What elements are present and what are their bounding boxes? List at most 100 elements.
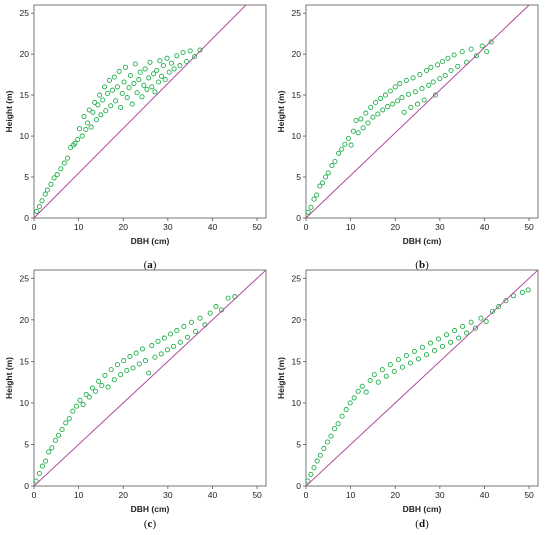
data-point xyxy=(503,298,509,304)
data-point xyxy=(317,452,323,458)
data-point xyxy=(355,388,361,394)
y-tick-label: 20 xyxy=(292,315,302,325)
x-axis-label: DBH (cm) xyxy=(131,236,170,246)
data-point xyxy=(455,63,461,69)
data-point xyxy=(397,81,403,87)
data-point xyxy=(92,99,98,106)
data-point xyxy=(36,470,42,477)
data-point xyxy=(111,377,117,383)
data-point xyxy=(488,39,494,45)
data-point xyxy=(428,64,434,70)
data-point xyxy=(114,84,120,90)
data-point xyxy=(177,339,183,345)
data-point xyxy=(339,146,345,152)
data-point xyxy=(430,79,436,85)
data-point xyxy=(158,351,164,357)
data-point xyxy=(483,318,489,325)
data-point xyxy=(97,92,103,98)
y-axis-label: Height (m) xyxy=(276,90,286,132)
data-point xyxy=(164,347,170,353)
data-point xyxy=(392,84,398,90)
data-point xyxy=(88,124,94,130)
data-point xyxy=(332,426,338,432)
data-point xyxy=(51,175,57,181)
data-point xyxy=(162,77,168,83)
data-point xyxy=(76,126,83,132)
data-point xyxy=(75,136,81,142)
data-point xyxy=(395,357,401,363)
x-tick-label: 30 xyxy=(435,222,445,232)
data-point xyxy=(489,308,496,315)
data-point xyxy=(380,107,386,113)
data-point xyxy=(106,77,112,83)
data-point xyxy=(359,383,365,389)
panel-a: 0 10 20 30 40 50 0 5 10 15 20 25 DBH (cm) Height (m) (… xyxy=(4,4,267,271)
panel-c: 0 10 20 30 40 50 0 5 10 15 20 25 DBH (cm) Height (m) (… xyxy=(4,269,267,530)
data-point xyxy=(184,58,190,65)
data-point xyxy=(124,95,130,101)
data-point xyxy=(93,388,99,394)
data-point xyxy=(368,104,374,110)
data-point xyxy=(168,60,174,66)
data-point xyxy=(146,370,152,376)
data-point xyxy=(171,343,177,349)
data-point xyxy=(98,112,104,118)
data-point xyxy=(149,343,155,349)
data-point xyxy=(139,346,145,352)
data-point xyxy=(306,209,311,215)
x-tick-label: 50 xyxy=(252,490,262,500)
data-point xyxy=(452,328,458,334)
data-point xyxy=(439,343,446,349)
data-point xyxy=(122,64,129,70)
data-point xyxy=(39,198,45,204)
data-point xyxy=(319,180,326,186)
data-point xyxy=(93,117,100,123)
data-point xyxy=(73,403,79,409)
data-point xyxy=(350,128,356,134)
y-tick-label: 15 xyxy=(292,356,302,366)
x-tick-label: 30 xyxy=(435,490,445,500)
panel-d: 0 10 20 30 40 50 0 5 10 15 20 25 DBH (cm) Height (m) (… xyxy=(276,269,539,530)
y-tick-label: 0 xyxy=(296,481,301,491)
x-tick-label: 50 xyxy=(252,222,262,232)
y-tick-label: 10 xyxy=(292,398,302,408)
fit-line xyxy=(34,5,247,218)
fit-line xyxy=(306,270,538,486)
data-point xyxy=(390,101,396,107)
data-point xyxy=(412,89,418,95)
data-point xyxy=(399,364,405,370)
data-point xyxy=(147,59,153,65)
data-point xyxy=(86,394,92,400)
data-point xyxy=(314,192,320,198)
data-point xyxy=(473,53,479,59)
data-point xyxy=(55,432,62,438)
data-point xyxy=(180,49,186,56)
data-point xyxy=(130,365,136,371)
data-point xyxy=(64,155,71,161)
y-tick-label: 15 xyxy=(20,356,30,366)
data-point xyxy=(448,67,454,74)
data-point xyxy=(360,125,366,131)
data-point xyxy=(373,99,379,106)
x-tick-label: 40 xyxy=(208,490,218,500)
data-point xyxy=(328,433,334,439)
data-point xyxy=(126,85,132,91)
x-tick-label: 20 xyxy=(390,490,400,500)
x-tick-label: 40 xyxy=(480,222,490,232)
data-point xyxy=(431,348,438,354)
data-point xyxy=(351,395,357,401)
data-point xyxy=(96,378,102,384)
data-point xyxy=(101,84,108,90)
data-point xyxy=(151,71,157,77)
data-point xyxy=(324,439,330,445)
data-point xyxy=(160,63,166,69)
data-point xyxy=(102,372,108,379)
data-point xyxy=(367,377,373,384)
data-point xyxy=(401,109,407,115)
data-point xyxy=(192,54,198,60)
data-point xyxy=(435,336,442,342)
data-point xyxy=(407,360,413,366)
data-point xyxy=(111,74,117,80)
data-point xyxy=(419,86,425,92)
data-point xyxy=(437,76,443,82)
